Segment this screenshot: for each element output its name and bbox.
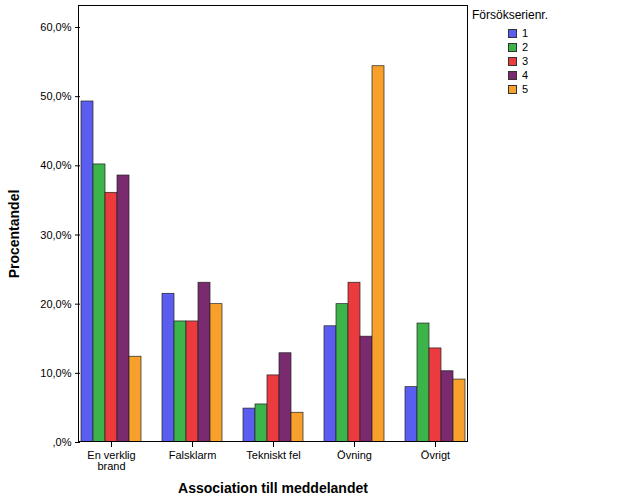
svg-text:40,0%: 40,0%: [40, 159, 71, 171]
html-text:1: 1: [522, 27, 529, 39]
html-text:2: 2: [522, 41, 529, 53]
svg-text:30,0%: 30,0%: [40, 229, 71, 241]
html-text:Procentandel: Procentandel: [6, 189, 22, 279]
svg-text:,0%: ,0%: [53, 436, 72, 448]
html-text:3: 3: [522, 55, 529, 67]
html-text:5: 5: [522, 83, 529, 95]
svg-text:Tekniskt fel: Tekniskt fel: [246, 449, 300, 461]
svg-text:En verkligbrand: En verkligbrand: [87, 449, 135, 472]
svg-text:60,0%: 60,0%: [40, 21, 71, 33]
svg-text:50,0%: 50,0%: [40, 90, 71, 102]
svg-text:Övrigt: Övrigt: [421, 449, 450, 461]
html-text:Försökserienr.: Försökserienr.: [472, 8, 548, 22]
html-text:4: 4: [522, 69, 529, 81]
svg-text:20,0%: 20,0%: [40, 298, 71, 310]
svg-text:Övning: Övning: [337, 449, 372, 461]
svg-text:Falsklarm: Falsklarm: [169, 449, 217, 461]
html-text:Association till meddelandet: Association till meddelandet: [178, 480, 368, 496]
svg-text:10,0%: 10,0%: [40, 367, 71, 379]
